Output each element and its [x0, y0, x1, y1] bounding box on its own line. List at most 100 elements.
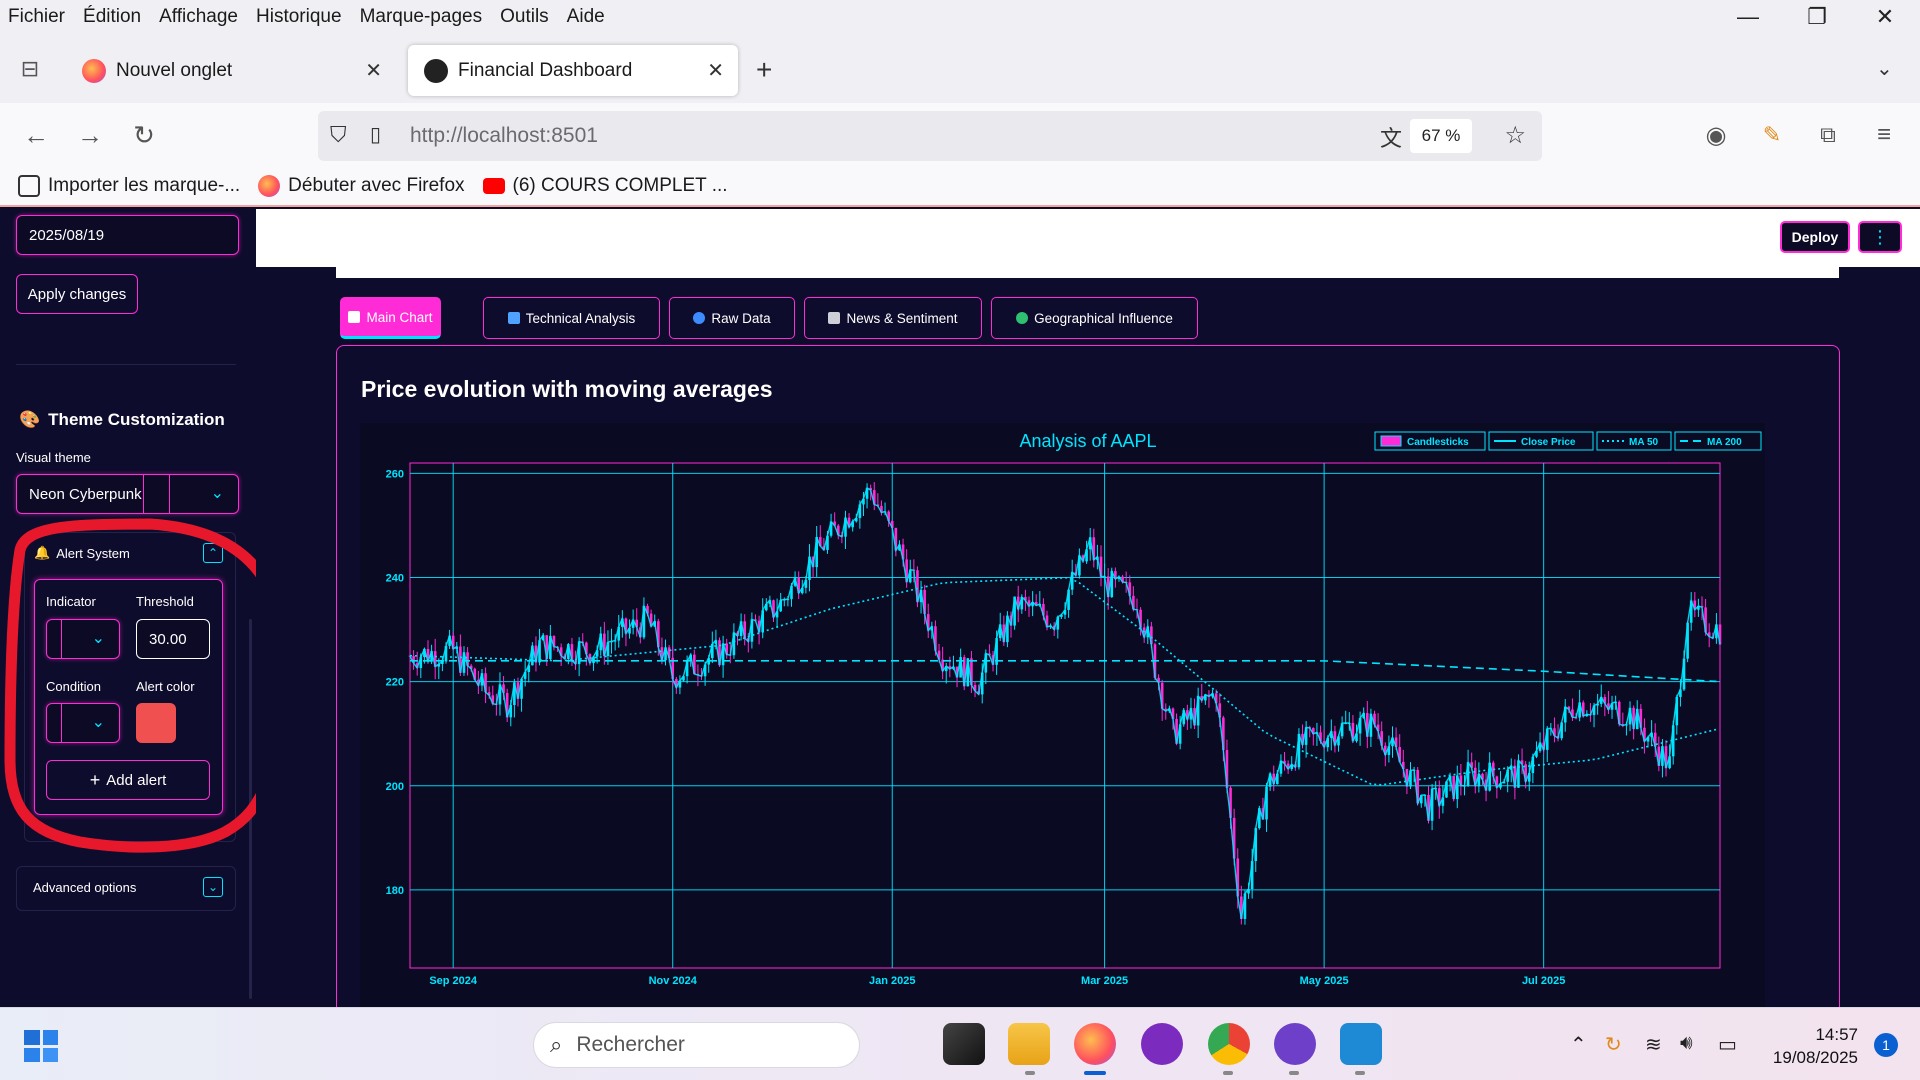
candle-body: [790, 585, 793, 600]
notification-badge[interactable]: 1: [1874, 1033, 1898, 1057]
menu-edition[interactable]: Édition: [83, 6, 142, 27]
private-browsing-icon[interactable]: [1141, 1023, 1183, 1065]
close-tab-icon[interactable]: ✕: [707, 60, 724, 82]
legend-item: Candlesticks: [1374, 431, 1486, 451]
visual-theme-select[interactable]: Neon Cyberpunk ⌄: [16, 474, 239, 514]
close-tab-icon[interactable]: ✕: [365, 60, 382, 82]
wifi-icon[interactable]: ≋: [1645, 1034, 1662, 1056]
chevron-down-icon[interactable]: ⌄: [203, 877, 223, 897]
menu-aide[interactable]: Aide: [566, 6, 605, 27]
translate-icon[interactable]: 文: [1379, 126, 1402, 151]
candle-body: [955, 666, 959, 678]
shield-icon[interactable]: ⛉: [330, 122, 347, 147]
account-icon[interactable]: ◉: [1705, 121, 1727, 149]
menu-affichage[interactable]: Affichage: [159, 6, 239, 27]
candle-body: [660, 647, 664, 661]
condition-select[interactable]: ⌄: [46, 703, 120, 743]
alert-color-label: Alert color: [136, 679, 195, 694]
chart-container[interactable]: Analysis of AAPL Candlesticks Close Price…: [360, 423, 1765, 1008]
chevron-up-icon[interactable]: ⌃: [203, 543, 223, 563]
deploy-button[interactable]: Deploy: [1780, 221, 1850, 253]
sync-icon[interactable]: ↻: [1605, 1034, 1622, 1056]
page-info-icon[interactable]: ▯: [370, 124, 382, 146]
x-tick-label: Jan 2025: [869, 975, 915, 987]
date-input[interactable]: 2025/08/19: [16, 215, 239, 255]
menu-fichier[interactable]: Fichier: [8, 6, 66, 27]
candle-body: [1679, 689, 1682, 697]
github-desktop-icon[interactable]: [1274, 1023, 1316, 1065]
tab-raw-data[interactable]: Raw Data: [669, 297, 795, 339]
system-clock[interactable]: 14:57 19/08/2025: [1773, 1023, 1858, 1069]
file-explorer-icon[interactable]: [1008, 1023, 1050, 1065]
select-divider: [169, 475, 170, 513]
chart-legend[interactable]: Candlesticks Close Price MA 50 MA 200: [1374, 431, 1762, 451]
legend-label: Close Price: [1521, 437, 1576, 448]
restore-icon[interactable]: ❐: [1807, 4, 1827, 29]
battery-icon[interactable]: ▭: [1718, 1034, 1737, 1056]
tab-main-chart[interactable]: Main Chart: [340, 297, 441, 339]
tab-overview-icon[interactable]: ⊟: [20, 56, 40, 81]
start-windows-icon[interactable]: [24, 1030, 58, 1062]
chevron-down-icon[interactable]: ⌄: [91, 630, 105, 647]
volume-icon[interactable]: 🔊︎: [1680, 1032, 1693, 1054]
app-indicator: [1355, 1071, 1365, 1075]
chrome-icon[interactable]: [1208, 1023, 1250, 1065]
candle-body: [944, 666, 948, 672]
candle-body: [887, 511, 890, 521]
tab-financial-dashboard[interactable]: Financial Dashboard ✕: [408, 45, 738, 96]
candle-body: [1330, 731, 1333, 738]
bookmarks-toolbar: Importer les marque-... Débuter avec Fir…: [0, 167, 1920, 207]
menu-historique[interactable]: Historique: [256, 6, 342, 27]
hamburger-menu-icon[interactable]: ≡: [1876, 121, 1891, 148]
list-tabs-chevron-icon[interactable]: ⌄: [1876, 58, 1893, 80]
tab-technical-analysis[interactable]: Technical Analysis: [483, 297, 660, 339]
candle-body: [998, 624, 1002, 639]
candle-body: [1581, 702, 1585, 717]
tab-geographical-influence[interactable]: Geographical Influence: [991, 297, 1198, 339]
candle-body: [1027, 600, 1031, 607]
close-window-icon[interactable]: ✕: [1875, 4, 1895, 29]
bookmark-firefox[interactable]: Débuter avec Firefox: [258, 175, 465, 197]
vscode-icon[interactable]: [1340, 1023, 1382, 1065]
taskbar-search[interactable]: ⌕ Rechercher: [533, 1022, 860, 1068]
candle-body: [1607, 703, 1610, 710]
candle-body: [1164, 708, 1168, 712]
bell-icon: 🔔: [34, 545, 51, 560]
bookmark-youtube[interactable]: (6) COURS COMPLET ...: [482, 175, 728, 197]
threshold-input[interactable]: 30.00: [136, 619, 210, 659]
extensions-puzzle-icon[interactable]: ⧉: [1820, 122, 1836, 147]
candle-body: [545, 635, 549, 659]
main-menu-icon[interactable]: ⋮: [1858, 221, 1902, 253]
tab-news-sentiment[interactable]: News & Sentiment: [804, 297, 982, 339]
menu-outils[interactable]: Outils: [500, 6, 549, 27]
tab-new-tab[interactable]: Nouvel onglet ✕: [66, 45, 396, 96]
chevron-down-icon[interactable]: ⌄: [210, 485, 224, 502]
bookmark-import[interactable]: Importer les marque-...: [18, 175, 240, 197]
app-indicator: [1223, 1071, 1233, 1075]
price-chart[interactable]: Analysis of AAPL Candlesticks Close Price…: [360, 423, 1765, 1008]
alert-system-header[interactable]: 🔔 Alert System: [34, 545, 130, 561]
new-tab-plus-icon[interactable]: +: [756, 54, 773, 85]
url-text[interactable]: http://localhost:8501: [410, 124, 598, 148]
candle-body: [858, 504, 862, 519]
chevron-down-icon[interactable]: ⌄: [91, 714, 105, 731]
bookmark-star-icon[interactable]: ☆: [1504, 122, 1526, 149]
forward-arrow-icon[interactable]: →: [77, 119, 103, 150]
alert-color-swatch[interactable]: [136, 703, 176, 743]
minimize-icon[interactable]: —: [1737, 4, 1759, 29]
indicator-select[interactable]: ⌄: [46, 619, 120, 659]
extension-pencil-icon[interactable]: ✎: [1762, 122, 1782, 147]
firefox-taskbar-icon[interactable]: [1074, 1023, 1116, 1065]
task-view-icon[interactable]: [943, 1023, 985, 1065]
url-bar[interactable]: ⛉ ▯ http://localhost:8501 文 67 % ☆: [318, 111, 1542, 161]
candle-body: [1279, 760, 1283, 774]
reload-icon[interactable]: ↻: [133, 119, 155, 150]
add-alert-button[interactable]: + Add alert: [46, 760, 210, 800]
candle-body: [916, 570, 919, 603]
menu-marque-pages[interactable]: Marque-pages: [359, 6, 483, 27]
back-arrow-icon[interactable]: ←: [23, 119, 49, 150]
advanced-options-expander[interactable]: [16, 866, 236, 911]
zoom-level[interactable]: 67 %: [1410, 119, 1472, 153]
apply-changes-button[interactable]: Apply changes: [16, 274, 138, 314]
tray-chevron-up-icon[interactable]: ⌃: [1570, 1034, 1587, 1056]
